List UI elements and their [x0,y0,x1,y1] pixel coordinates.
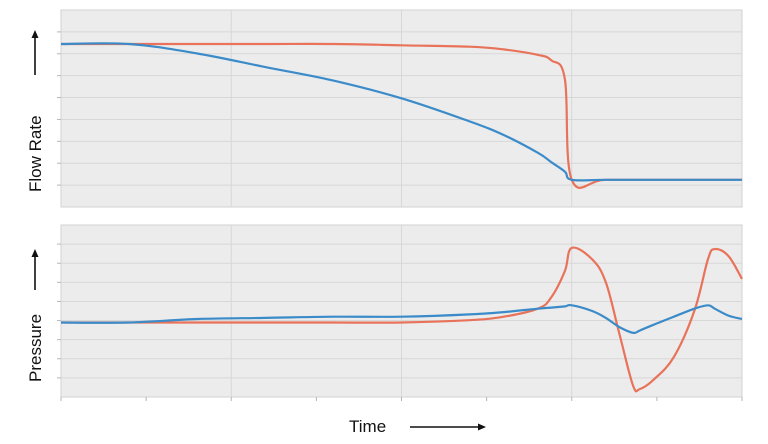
flow-rate-series-line-2 [60,42,742,182]
pressure-up-arrow-icon [31,249,39,290]
pressure-series-line-1 [61,246,743,393]
pressure-series-line-2 [60,303,743,335]
time-label: Time [349,417,386,436]
pressure-panel [57,224,743,398]
flow-rate-up-arrow-icon [31,30,39,75]
flow-rate-panel [57,9,743,208]
pressure-label: Pressure [26,314,45,382]
flow-rate-label: Flow Rate [26,115,45,192]
flow-rate-series-line-1 [60,42,742,189]
time-right-arrow-icon [410,423,486,431]
